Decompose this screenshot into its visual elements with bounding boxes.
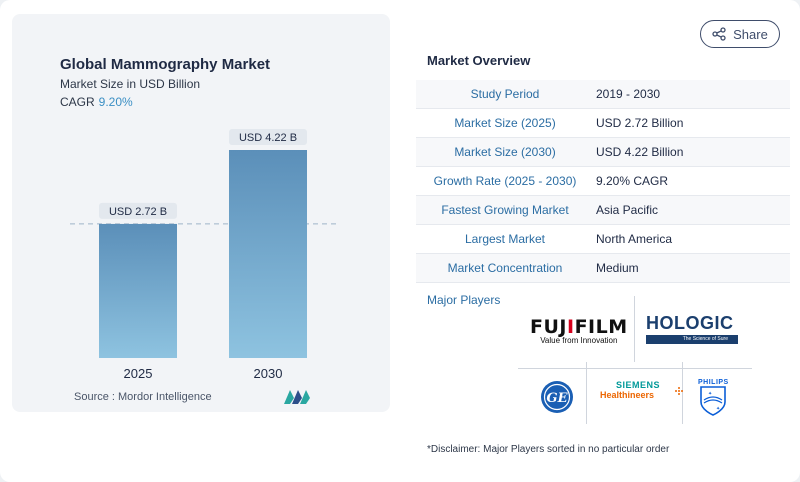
share-button[interactable]: Share [700,20,780,48]
philips-shield-icon: ✦ ✦ [700,386,727,416]
hologic-wordmark: HOLOGIC [646,313,734,333]
overview-table: Study Period 2019 - 2030 Market Size (202… [416,80,790,283]
healthineers-wordmark: Healthineers [600,390,655,400]
svg-text:✦: ✦ [716,406,720,412]
row-value: 2019 - 2030 [596,87,661,101]
cagr-label: CAGR [60,95,95,109]
logo-divider [586,362,587,424]
hologic-tagline: The Science of Sure [646,335,738,344]
row-label: Fastest Growing Market [441,203,569,217]
table-row: Study Period 2019 - 2030 [416,80,790,109]
major-players-title: Major Players [427,293,501,307]
philips-wordmark: PHILIPS [698,379,729,386]
data-label-bg [229,129,307,145]
chart-title: Global Mammography Market [60,56,271,73]
share-icon [712,27,726,41]
overview-title: Market Overview [427,53,531,68]
logo-divider [518,368,752,369]
logo-divider [634,296,635,362]
data-label-2025: USD 2.72 B [109,206,167,218]
siemens-healthineers-logo: SIEMENS Healthineers [600,380,683,400]
healthineers-dots-icon [675,387,683,395]
row-label: Growth Rate (2025 - 2030) [433,174,577,188]
table-row: Largest Market North America [416,225,790,254]
ge-wordmark: GE [546,391,568,406]
row-label: Market Size (2025) [454,116,556,130]
table-row: Growth Rate (2025 - 2030) 9.20% CAGR [416,167,790,196]
row-value: North America [596,232,673,246]
svg-text:✦: ✦ [708,391,712,397]
table-row: Market Size (2025) USD 2.72 Billion [416,109,790,138]
philips-logo: PHILIPS ✦ ✦ [698,379,729,421]
logo-divider [682,362,683,424]
bar-chart: USD 2.72 B 2025 USD 4.22 B 2030 [70,129,338,381]
siemens-wordmark: SIEMENS [615,380,660,390]
x-tick-label: 2030 [254,366,283,381]
mordor-intelligence-logo [284,390,310,404]
fujifilm-wordmark: FUJIFILM [530,316,628,338]
chart-panel [12,14,390,412]
source-note: Source : Mordor Intelligence [74,391,212,403]
row-label: Study Period [470,87,540,101]
row-value: 9.20% CAGR [596,174,669,188]
table-row: Market Concentration Medium [416,254,790,283]
row-value: USD 4.22 Billion [596,145,684,159]
bar-2025 [99,223,177,358]
data-label-2030: USD 4.22 B [239,132,297,144]
row-label: Market Concentration [447,261,563,275]
ge-logo: GE [541,381,573,413]
bar-2030 [229,150,307,358]
x-tick-label: 2025 [124,366,153,381]
hologic-logo: HOLOGIC The Science of Sure [646,313,738,344]
table-row: Market Size (2030) USD 4.22 Billion [416,138,790,167]
share-label: Share [733,26,768,42]
data-label-bg [99,202,177,219]
row-value: Medium [596,261,639,275]
fujifilm-logo: FUJIFILM Value from Innovation [530,316,628,345]
row-label: Market Size (2030) [454,145,556,159]
row-label: Largest Market [464,232,546,246]
cagr-value: 9.20% [98,95,133,109]
disclaimer-note: *Disclaimer: Major Players sorted in no … [427,444,670,455]
row-value: USD 2.72 Billion [596,116,684,130]
fujifilm-tagline: Value from Innovation [540,336,618,345]
row-value: Asia Pacific [596,203,659,217]
table-row: Fastest Growing Market Asia Pacific [416,196,790,225]
cagr-line: CAGR 9.20% [60,95,133,109]
chart-subtitle: Market Size in USD Billion [60,77,201,91]
